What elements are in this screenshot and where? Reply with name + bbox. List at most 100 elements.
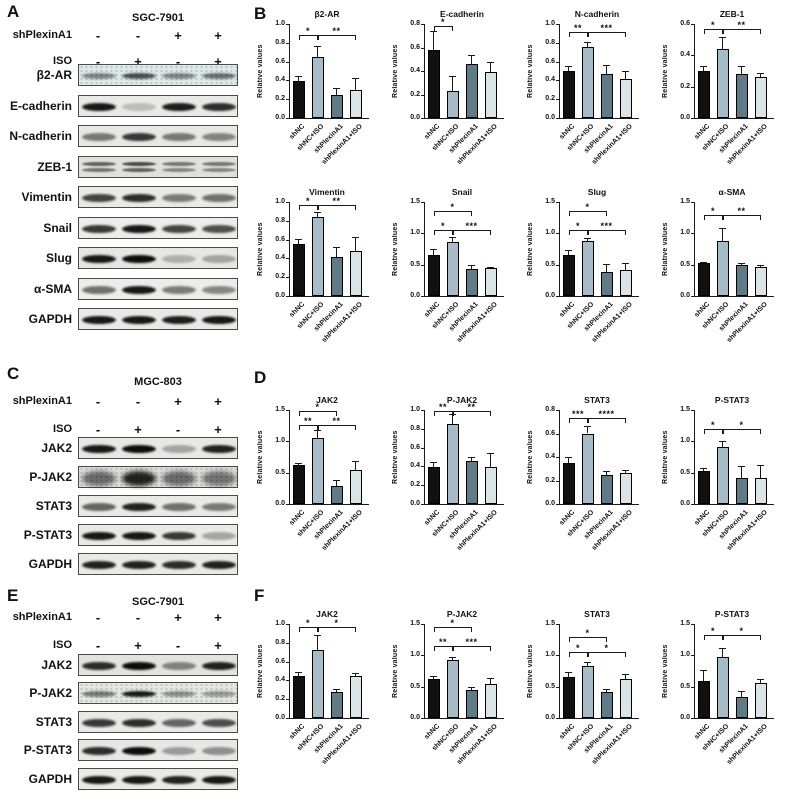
bar-shnc-iso xyxy=(716,657,729,718)
sig-bracket-tick xyxy=(568,418,570,424)
error-bar-cap xyxy=(603,471,610,473)
error-bar-cap xyxy=(468,54,475,56)
bar-shnc-iso xyxy=(716,446,729,504)
sig-stars: * xyxy=(575,643,580,654)
blot-band xyxy=(162,224,196,233)
blot-box xyxy=(78,495,238,517)
blot-band xyxy=(202,162,236,166)
chart-stat3: STAT3 Relative values 0.0 0.5 1.0 1.5 * * * shNC s… xyxy=(522,608,657,784)
sig-stars: *** xyxy=(600,22,613,33)
blot-band xyxy=(82,691,116,698)
y-tick xyxy=(691,624,694,625)
blot-band xyxy=(202,747,236,756)
x-axis xyxy=(694,718,774,720)
chart-title: Vimentin xyxy=(309,187,345,197)
sig-bracket-tick xyxy=(587,418,589,424)
sig-stars: ** xyxy=(303,416,312,427)
blot-box xyxy=(78,767,238,790)
bar-shplexina1-iso xyxy=(484,72,497,118)
y-tick-label: 0.0 xyxy=(410,500,420,507)
blot-band xyxy=(162,775,196,784)
blot-box xyxy=(78,125,238,147)
error-bar xyxy=(722,440,723,447)
error-bar-cap xyxy=(352,461,359,463)
blot-band xyxy=(122,162,156,166)
blot-band xyxy=(122,133,156,141)
sig-bracket-tick xyxy=(470,211,472,217)
bar-shplexina1 xyxy=(465,269,478,296)
sig-bracket-tick xyxy=(317,626,319,632)
y-tick xyxy=(286,239,289,241)
error-bar xyxy=(452,413,453,425)
error-bar xyxy=(568,250,569,256)
sig-stars: * xyxy=(305,617,310,628)
cell-line-title: MGC-803 xyxy=(134,376,182,388)
sig-stars: * xyxy=(585,627,590,638)
error-bar xyxy=(452,75,453,91)
y-tick-label: 1.0 xyxy=(275,437,285,445)
sig-bracket-tick xyxy=(703,635,705,641)
sig-bracket-tick xyxy=(587,31,589,37)
error-bar-cap xyxy=(738,691,745,693)
bar-shnc-iso xyxy=(446,424,459,504)
bar-shplexina1 xyxy=(330,95,343,118)
y-tick xyxy=(286,61,289,63)
sig-stars: **** xyxy=(598,409,615,420)
condition-label: shPlexinA1 xyxy=(12,611,72,623)
y-tick-label: 0.8 xyxy=(410,424,420,432)
y-tick-label: 0.0 xyxy=(680,292,690,299)
sig-bracket-tick xyxy=(568,211,570,217)
y-tick xyxy=(421,233,424,235)
error-bar xyxy=(317,635,318,651)
y-tick xyxy=(421,686,424,688)
error-bar xyxy=(703,670,704,681)
sig-bracket-tick xyxy=(451,230,453,236)
blot-band xyxy=(82,775,116,784)
sig-bracket-tick xyxy=(433,645,435,651)
y-tick-label: 0.6 xyxy=(275,657,285,665)
y-axis-label: Relative values xyxy=(392,222,399,276)
blot-label: Vimentin xyxy=(21,190,72,204)
x-axis xyxy=(694,504,774,506)
blot-band xyxy=(162,162,196,166)
chart-title: N-cadherin xyxy=(574,9,620,19)
sig-bracket xyxy=(568,636,607,638)
error-bar xyxy=(317,45,318,57)
x-axis xyxy=(424,718,504,720)
error-bar xyxy=(587,426,588,434)
y-tick xyxy=(556,42,559,44)
error-bar xyxy=(336,479,337,487)
sig-bracket-tick xyxy=(722,428,724,434)
error-bar-cap xyxy=(352,236,359,238)
blot-box xyxy=(78,216,238,239)
y-tick xyxy=(556,504,559,505)
y-tick xyxy=(421,428,424,430)
condition-symbol: + xyxy=(214,54,222,69)
sig-bracket-tick xyxy=(354,35,356,41)
chart-title: JAK2 xyxy=(316,609,338,619)
y-tick-label: 0.6 xyxy=(410,443,420,451)
condition-symbol: - xyxy=(135,610,141,625)
chart-title: STAT3 xyxy=(584,609,610,619)
y-tick-label: 0.2 xyxy=(275,695,285,703)
sig-bracket xyxy=(317,35,356,37)
panel-letter: D xyxy=(254,368,267,387)
y-tick-label: 0.0 xyxy=(275,714,285,721)
y-tick xyxy=(286,642,289,644)
y-axis xyxy=(694,624,696,718)
y-tick-label: 1.0 xyxy=(410,406,420,413)
blot-box xyxy=(78,186,238,208)
condition-symbol: - xyxy=(135,28,141,43)
y-tick-label: 1.5 xyxy=(410,620,420,627)
chart-vimentin: Vimentin Relative values 0.0 0.2 0.4 0.6 0.8 1.… xyxy=(252,186,387,362)
blot-band xyxy=(162,445,196,453)
y-tick xyxy=(691,441,694,443)
bar-shnc-iso xyxy=(446,242,459,296)
sig-stars: * xyxy=(604,643,609,654)
y-tick xyxy=(286,118,289,119)
bar-shplexina1 xyxy=(600,474,613,504)
panel-letter: F xyxy=(254,586,265,605)
y-axis xyxy=(694,24,696,118)
sig-bracket-tick xyxy=(624,418,626,424)
